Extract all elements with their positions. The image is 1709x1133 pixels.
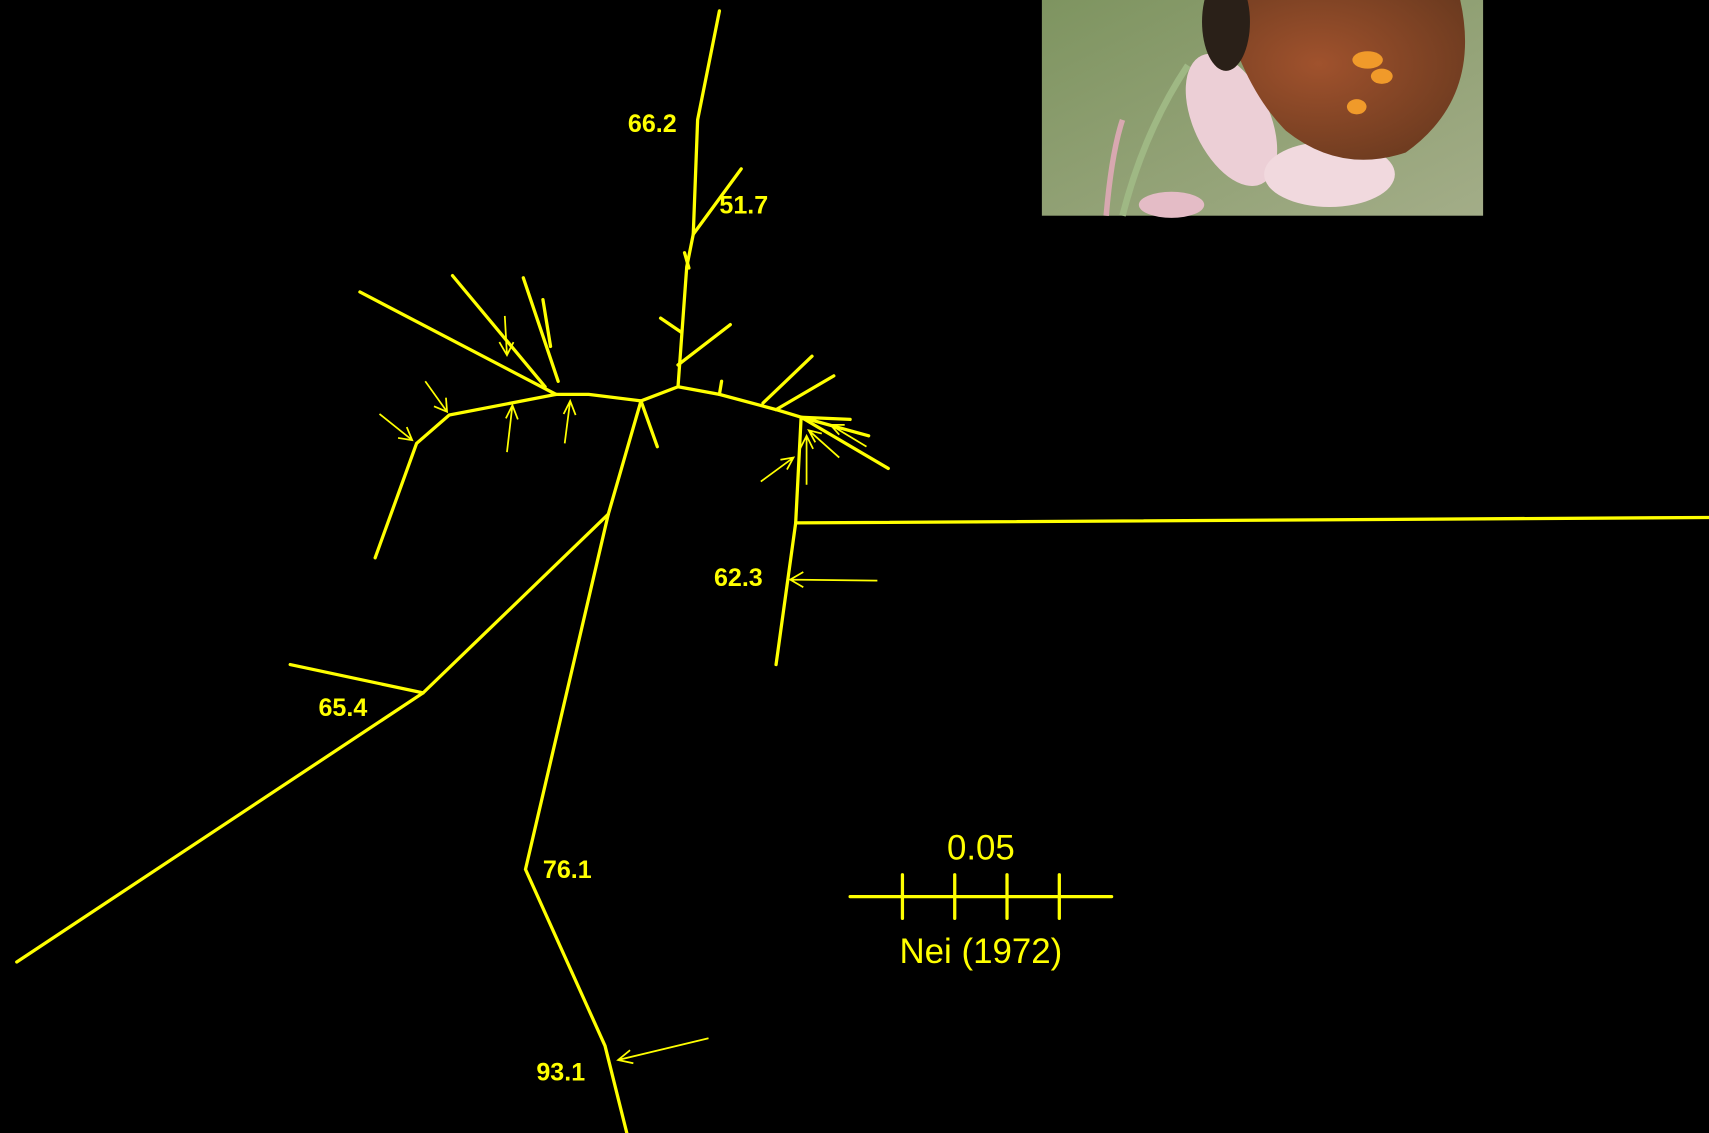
branch: [678, 325, 730, 365]
branch: [360, 292, 556, 394]
arrow: [425, 381, 447, 412]
branch: [719, 381, 721, 394]
scale-line: [850, 875, 1111, 919]
page: 66.2 51.7 62.3 65.4 76.1 93.1 0.05 Nei (…: [0, 0, 1709, 1133]
arrow: [564, 401, 576, 443]
branch: [290, 665, 423, 693]
arrows: [380, 316, 878, 1063]
arrow: [761, 458, 794, 482]
scale-measure: Nei (1972): [899, 932, 1062, 971]
branch: [678, 387, 801, 418]
branch: [453, 276, 546, 387]
arrow: [618, 1038, 708, 1063]
support-label: 62.3: [714, 564, 763, 592]
arrow: [790, 572, 877, 587]
arrow: [506, 405, 518, 452]
branch: [796, 517, 1709, 522]
support-label: 65.4: [319, 694, 368, 722]
support-label: 66.2: [628, 110, 677, 138]
butterfly-photo: [1042, 0, 1483, 218]
arrow: [380, 414, 413, 440]
arrow: [809, 430, 840, 457]
branch: [525, 401, 640, 1133]
branch: [641, 401, 657, 447]
branch: [678, 11, 719, 387]
branch: [375, 387, 678, 558]
support-label: 76.1: [543, 856, 592, 884]
arrow: [800, 436, 813, 485]
branch: [661, 318, 682, 332]
scale-length: 0.05: [947, 829, 1015, 868]
support-labels: 66.2 51.7 62.3 65.4 76.1 93.1: [319, 110, 769, 1087]
branch: [17, 514, 609, 962]
support-label: 93.1: [536, 1059, 585, 1087]
branch: [776, 417, 801, 664]
tree-diagram: 66.2 51.7 62.3 65.4 76.1 93.1 0.05 Nei (…: [0, 0, 1709, 1133]
scale-bar: 0.05 Nei (1972): [850, 829, 1111, 971]
branch: [763, 356, 812, 403]
support-label: 51.7: [719, 192, 768, 220]
